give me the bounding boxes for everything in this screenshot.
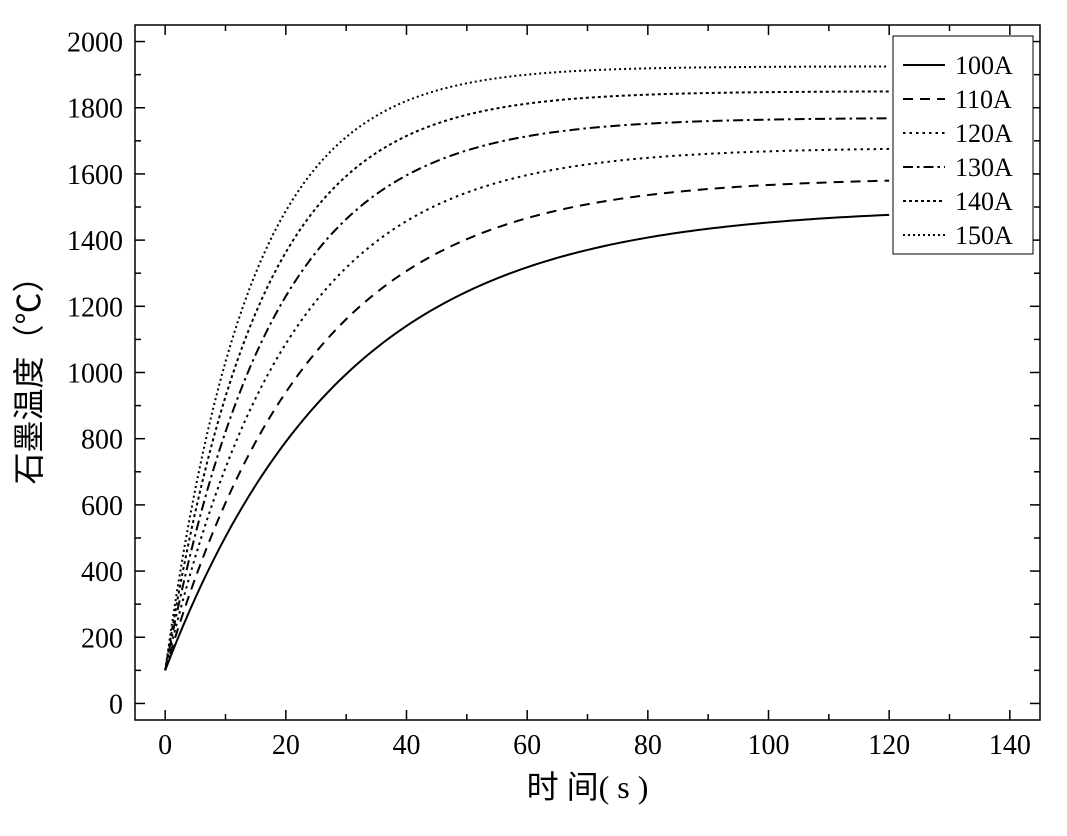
y-tick-label: 200 bbox=[81, 623, 123, 654]
legend-label: 130A bbox=[955, 153, 1013, 182]
x-tick-label: 60 bbox=[513, 730, 541, 761]
y-tick-label: 1200 bbox=[67, 292, 123, 323]
x-tick-label: 0 bbox=[158, 730, 172, 761]
series-100A bbox=[165, 215, 889, 671]
y-tick-label: 1600 bbox=[67, 160, 123, 191]
x-tick-label: 40 bbox=[393, 730, 421, 761]
x-tick-label: 20 bbox=[272, 730, 300, 761]
y-tick-label: 0 bbox=[109, 689, 123, 720]
legend-label: 150A bbox=[955, 221, 1013, 250]
y-tick-label: 1000 bbox=[67, 359, 123, 390]
legend-label: 100A bbox=[955, 51, 1013, 80]
series-120A bbox=[165, 149, 889, 670]
x-tick-label: 80 bbox=[634, 730, 662, 761]
x-tick-label: 140 bbox=[989, 730, 1031, 761]
y-tick-label: 400 bbox=[81, 557, 123, 588]
series-130A bbox=[165, 118, 889, 670]
x-axis-label: 时 间( s ) bbox=[527, 769, 649, 805]
y-axis-label: 石墨温度（℃） bbox=[11, 260, 47, 484]
chart-svg: 0204060801001201400200400600800100012001… bbox=[0, 0, 1067, 831]
series-140A bbox=[165, 91, 889, 670]
legend-label: 120A bbox=[955, 119, 1013, 148]
chart-container: 0204060801001201400200400600800100012001… bbox=[0, 0, 1067, 831]
y-tick-label: 600 bbox=[81, 491, 123, 522]
series-150A bbox=[165, 66, 889, 670]
series-110A bbox=[165, 181, 889, 671]
y-tick-label: 1400 bbox=[67, 226, 123, 257]
x-tick-label: 120 bbox=[868, 730, 910, 761]
legend-label: 110A bbox=[955, 85, 1012, 114]
y-tick-label: 1800 bbox=[67, 94, 123, 125]
x-tick-label: 100 bbox=[748, 730, 790, 761]
y-tick-label: 800 bbox=[81, 425, 123, 456]
legend-label: 140A bbox=[955, 187, 1013, 216]
y-tick-label: 2000 bbox=[67, 28, 123, 59]
